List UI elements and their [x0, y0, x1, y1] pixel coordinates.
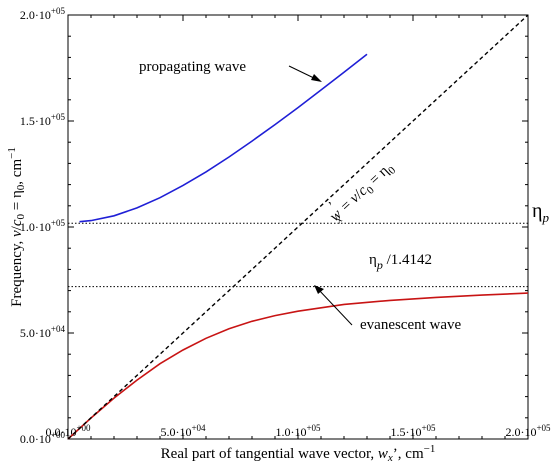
propagating-wave-label: propagating wave: [139, 59, 246, 75]
propagating-arrow-head: [311, 74, 322, 82]
x-tick-label: 1.0·10+05: [275, 423, 321, 439]
y-tick-label: 2.0·10+05: [20, 6, 66, 22]
y-tick-label: 1.5·10+05: [20, 112, 66, 128]
evanescent-wave-label: evanescent wave: [360, 317, 462, 333]
y-tick-label: 0.0·10+00: [20, 430, 66, 446]
y-tick-label: 5.0·10+04: [20, 324, 66, 340]
series-line-evanescent-wave: [68, 293, 528, 439]
eta-p-label: ηp: [532, 200, 549, 225]
eta-p-over-label: ηp /1.4142: [369, 252, 432, 272]
x-tick-label: 5.0·10+04: [160, 423, 206, 439]
series-line-light-line: [68, 15, 528, 439]
tick-labels: 0.0·10+00 5.0·10+04 1.0·10+05 1.5·10+05 2.0·…: [20, 6, 551, 446]
series-line-propagating-wave: [80, 54, 368, 222]
evanescent-arrow-head: [314, 285, 324, 294]
y-axis-label: Frequency, ν/c0 = η0, cm−1: [6, 147, 27, 307]
x-tick-label: 2.0·10+05: [505, 423, 551, 439]
series-layer: [68, 15, 528, 439]
x-axis-label: Real part of tangential wave vector, wx’…: [161, 443, 436, 461]
x-tick-label: 1.5·10+05: [390, 423, 436, 439]
light-line-label: wx’ = ν/c0 = η0: [320, 152, 398, 228]
